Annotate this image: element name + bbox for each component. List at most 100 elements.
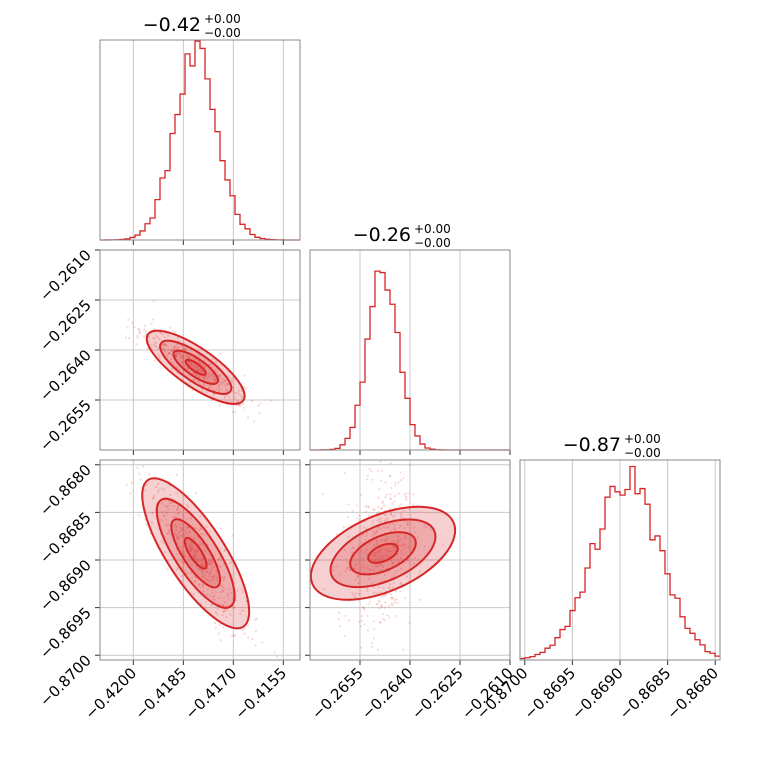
sample-point: [395, 554, 398, 557]
sample-point: [385, 517, 388, 520]
sample-point: [201, 584, 204, 587]
sample-point: [375, 565, 378, 568]
sample-point: [399, 524, 402, 527]
sample-point: [351, 509, 354, 512]
sample-point: [152, 318, 155, 321]
sample-point: [412, 562, 415, 566]
sample-point: [375, 530, 378, 533]
sample-point: [170, 350, 173, 353]
sample-point: [175, 534, 179, 537]
y-tick-label: −0.2640: [36, 346, 95, 405]
sample-point: [207, 563, 210, 566]
sample-point: [393, 500, 396, 503]
sample-point: [185, 504, 188, 507]
title-value: −0.87: [563, 434, 621, 456]
sample-point: [184, 355, 187, 358]
sample-point: [221, 590, 224, 593]
contour-line: [184, 358, 207, 376]
sample-point: [344, 614, 347, 618]
sample-point: [164, 344, 167, 347]
sample-point: [145, 523, 148, 526]
sample-point: [389, 559, 392, 562]
sample-point: [331, 568, 334, 572]
sample-point: [226, 592, 229, 596]
title-param-2: −0.26 +0.00 −0.00: [353, 222, 451, 250]
sample-point: [360, 619, 363, 622]
sample-point: [136, 336, 139, 339]
sample-point: [197, 368, 200, 371]
sample-point: [199, 515, 202, 518]
sample-point: [359, 549, 362, 553]
sample-point: [388, 522, 391, 526]
title-param-1: −0.42 +0.00 −0.00: [143, 12, 241, 40]
sample-point: [221, 377, 224, 380]
sample-point: [156, 347, 159, 350]
sample-point: [157, 353, 160, 356]
sample-point: [201, 363, 205, 366]
sample-point: [387, 570, 391, 573]
sample-point: [378, 607, 381, 610]
sample-point: [227, 382, 230, 385]
sample-point: [226, 383, 229, 386]
panel-frame: [99, 39, 301, 241]
sample-point: [193, 357, 196, 360]
sample-point: [392, 527, 395, 530]
sample-point: [355, 564, 358, 567]
sample-point: [382, 504, 386, 507]
sample-point: [378, 487, 381, 491]
sample-point: [168, 529, 171, 532]
sample-point: [172, 515, 175, 519]
sample-point: [194, 554, 197, 557]
sample-point: [208, 559, 211, 562]
contour-line: [141, 477, 251, 630]
sample-point: [226, 608, 229, 612]
sample-point: [227, 588, 230, 591]
sample-point: [230, 380, 233, 383]
sample-point: [176, 336, 179, 339]
sample-point: [218, 591, 222, 594]
sample-point: [381, 605, 384, 608]
sample-point: [182, 551, 185, 555]
sample-point: [213, 393, 216, 396]
sample-point: [153, 337, 156, 340]
sample-point: [214, 591, 217, 594]
sample-point: [198, 568, 201, 571]
sample-point: [192, 592, 195, 595]
sample-point: [203, 366, 206, 369]
sample-point: [240, 588, 243, 591]
sample-point: [335, 533, 339, 536]
contour-line: [159, 339, 233, 395]
sample-point: [381, 612, 385, 616]
sample-point: [164, 504, 167, 507]
sample-point: [176, 505, 180, 508]
sample-point: [400, 514, 403, 517]
sample-point: [151, 497, 154, 500]
sample-point: [203, 377, 206, 380]
sample-point: [368, 577, 371, 580]
sample-point: [332, 565, 335, 568]
sample-point: [385, 548, 388, 552]
x-tick-label: −0.2640: [358, 664, 417, 723]
sample-point: [219, 565, 222, 568]
sample-point: [323, 588, 326, 591]
sample-point: [218, 558, 221, 561]
sample-point: [211, 561, 214, 564]
sample-point: [347, 535, 350, 539]
sample-point: [404, 536, 407, 540]
sample-point: [152, 300, 155, 303]
sample-point: [162, 343, 165, 346]
sample-point: [376, 470, 379, 473]
sample-point: [403, 509, 406, 512]
sample-point: [183, 348, 186, 351]
sample-point: [175, 536, 178, 539]
sample-point: [210, 568, 213, 572]
sample-point: [400, 556, 403, 560]
sample-point: [197, 369, 200, 372]
sample-point: [376, 591, 379, 595]
sample-point: [176, 367, 179, 370]
sample-point: [189, 545, 192, 548]
sample-point: [126, 326, 129, 329]
sample-point: [208, 531, 211, 534]
sample-point: [155, 341, 158, 344]
sample-point: [370, 470, 373, 473]
